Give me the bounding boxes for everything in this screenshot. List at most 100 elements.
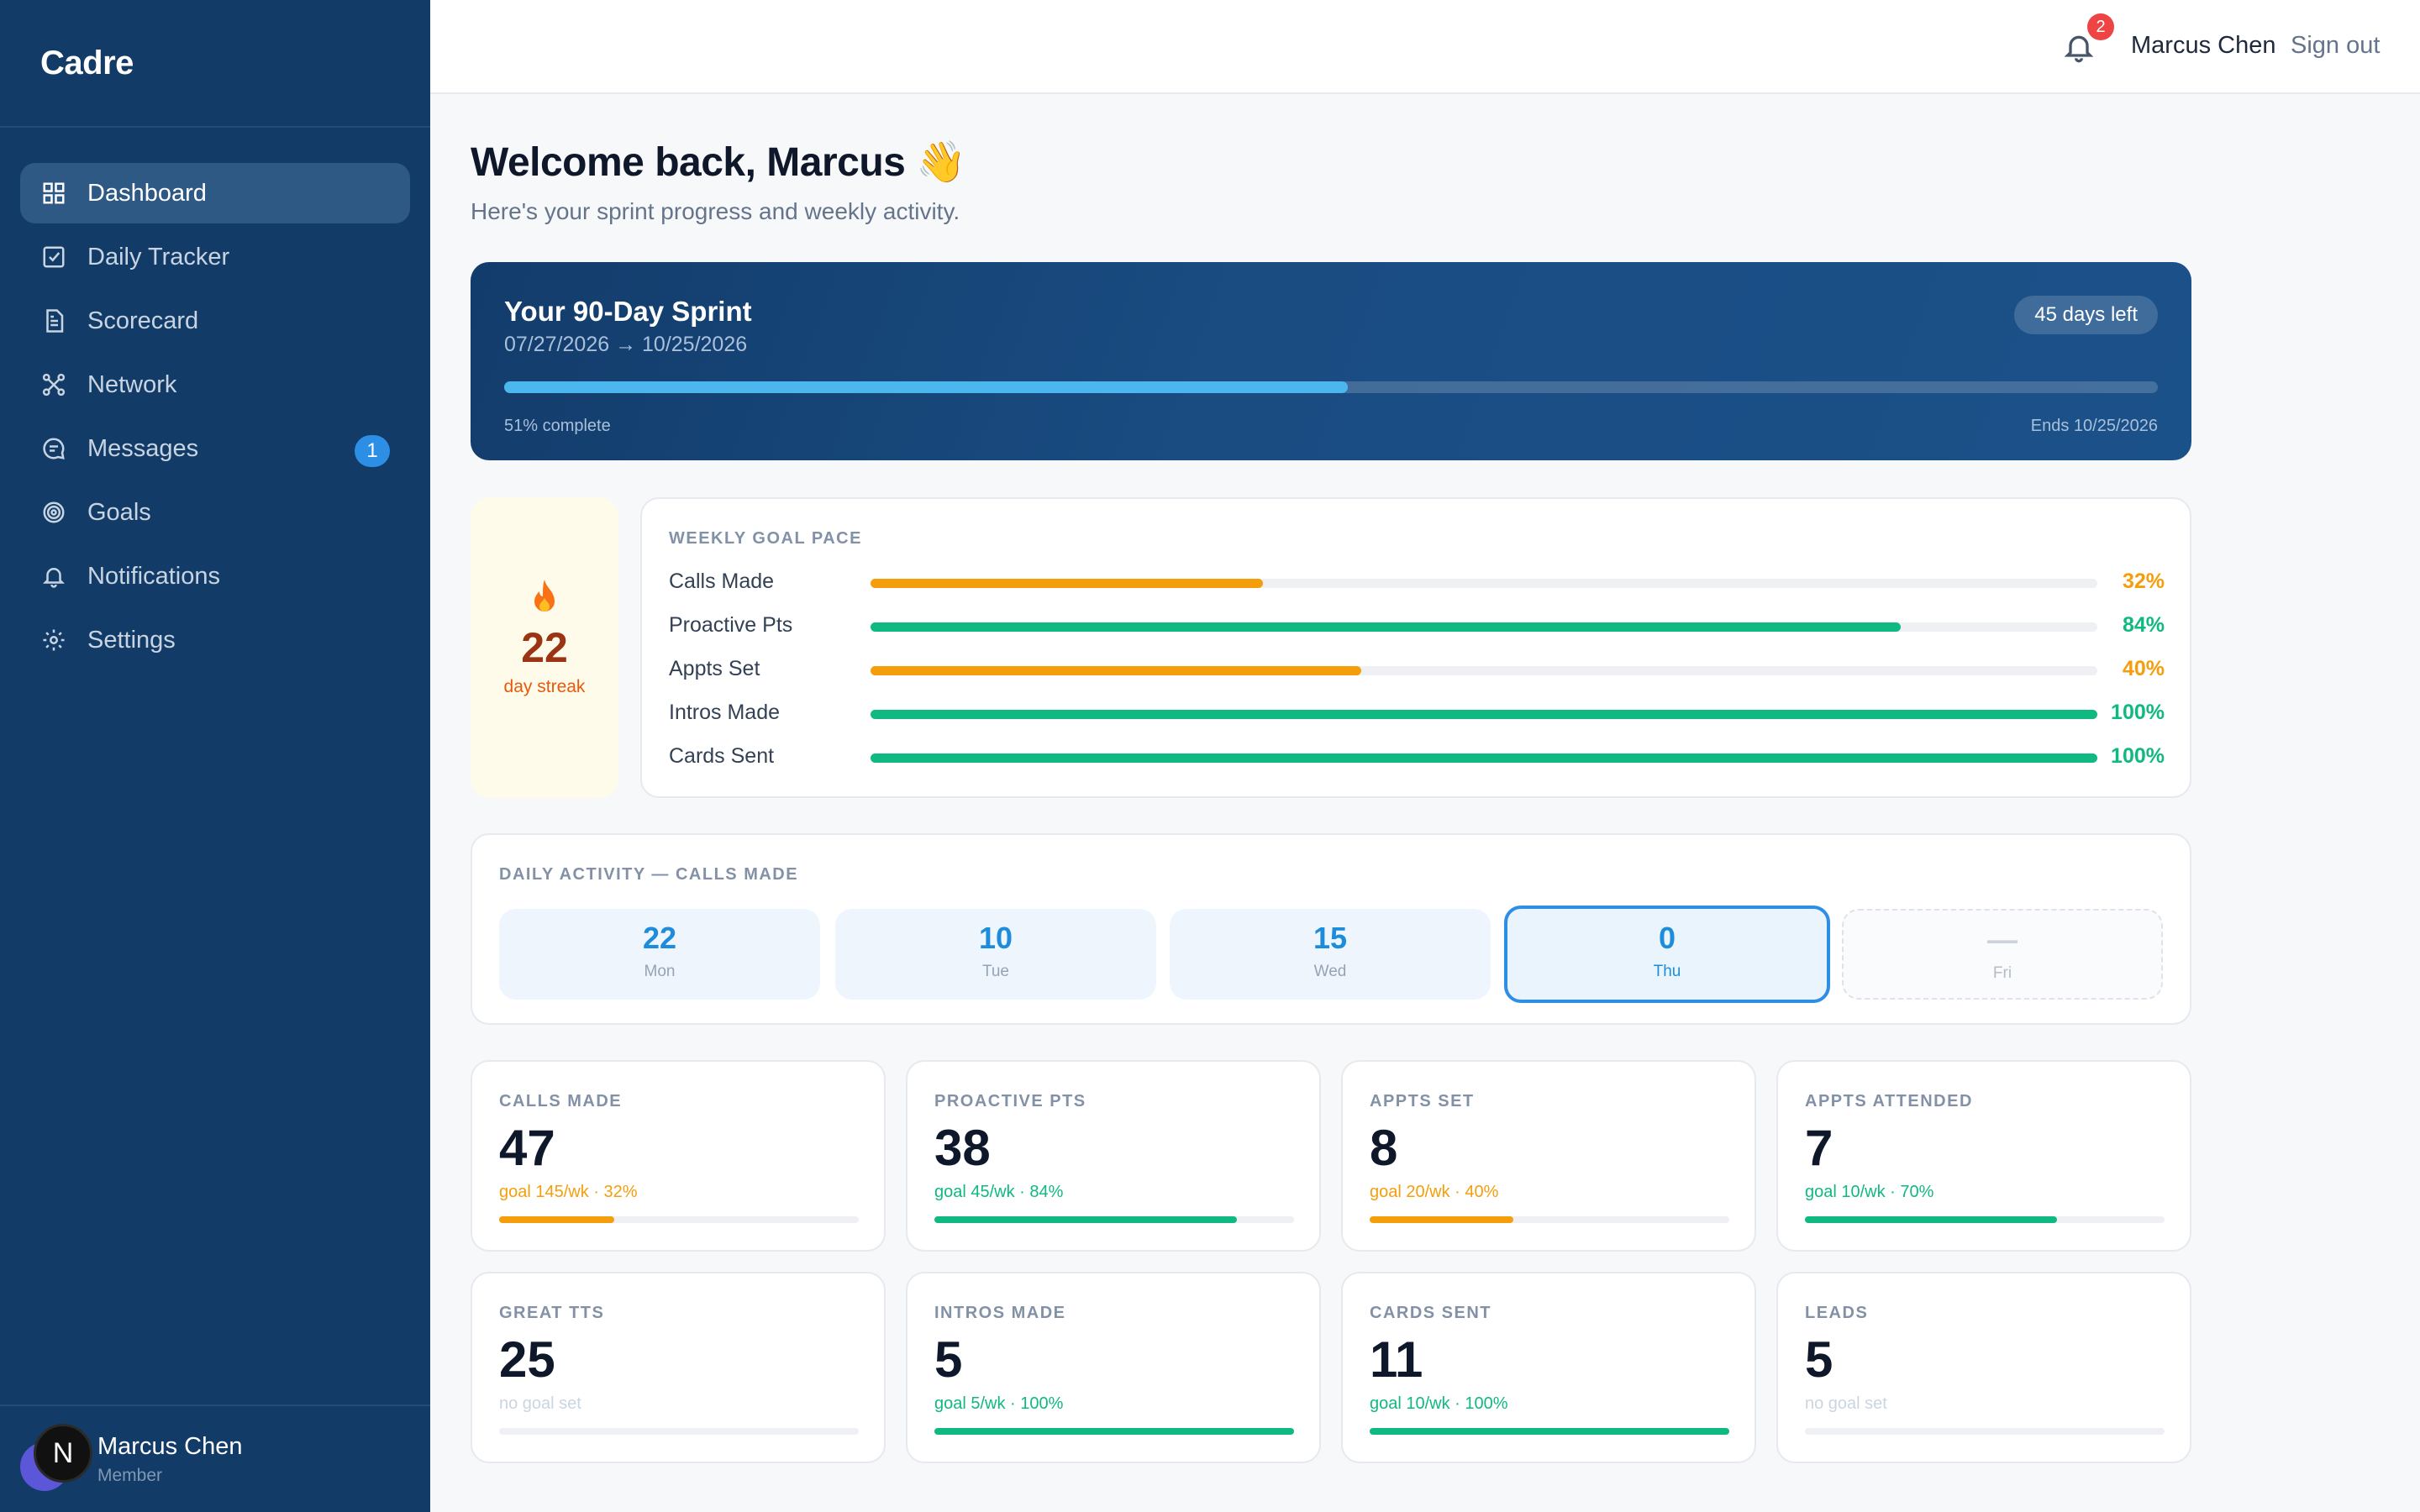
sprint-dates: 07/27/2026 → 10/25/2026 [504,333,748,356]
day-tile-wed[interactable]: 15 Wed [1170,909,1491,1000]
stat-label: CALLS MADE [499,1092,623,1110]
stat-goal: goal 10/wk · 70% [1805,1183,1934,1201]
stat-value: 7 [1805,1120,1833,1176]
streak-value: 22 [521,624,568,671]
stat-value: 47 [499,1120,555,1176]
stat-card-appts-attended[interactable]: APPTS ATTENDED 7 goal 10/wk · 70% [1776,1060,2191,1252]
stat-progress-fill [1370,1216,1514,1223]
user-meta: Marcus Chen Member [97,1433,242,1486]
sidebar-user[interactable]: N Marcus Chen Member [0,1404,430,1512]
days-left-badge: 45 days left [2014,296,2158,334]
stat-value: 5 [934,1331,963,1388]
sidebar-item-label: Network [87,370,177,398]
stat-goal: goal 5/wk · 100% [934,1394,1064,1413]
pace-value: 40% [2122,657,2165,680]
pace-row: Intros Made 100% [669,697,2165,731]
day-label: Fri [1992,964,2012,982]
day-label: Tue [981,963,1010,980]
sidebar-item-label: Daily Tracker [87,243,230,270]
stat-card-great-tts[interactable]: GREAT TTS 25 no goal set [471,1272,886,1463]
pace-fill [871,622,1902,632]
stat-card-leads[interactable]: LEADS 5 no goal set [1776,1272,2191,1463]
stat-goal: no goal set [499,1394,581,1413]
stat-value: 8 [1370,1120,1398,1176]
stat-card-calls-made[interactable]: CALLS MADE 47 goal 145/wk · 32% [471,1060,886,1252]
notifications-bell-icon[interactable] [2062,30,2096,64]
sprint-card: Your 90-Day Sprint 07/27/2026 → 10/25/20… [471,262,2191,460]
notification-count-badge: 2 [2087,13,2114,40]
pace-label: Appts Set [669,657,760,680]
day-label: Mon [644,963,676,980]
stat-label: PROACTIVE PTS [934,1092,1086,1110]
pace-track [871,753,2097,763]
stat-progress-track [499,1216,859,1223]
day-tile-thu[interactable]: 0 Thu [1504,906,1830,1003]
stat-progress-track [499,1428,859,1435]
stat-progress-fill [1370,1428,1729,1435]
stat-card-intros-made[interactable]: INTROS MADE 5 goal 5/wk · 100% [906,1272,1321,1463]
pace-track [871,579,2097,588]
stat-progress-fill [499,1216,614,1223]
weekly-pace-caption: WEEKLY GOAL PACE [669,529,862,548]
page-subtitle: Here's your sprint progress and weekly a… [471,198,960,224]
sidebar-item-label: Scorecard [87,307,199,334]
sidebar-item-network[interactable]: Network [20,354,410,415]
day-tile-fri[interactable]: — Fri [1842,909,2163,1000]
stat-card-appts-set[interactable]: APPTS SET 8 goal 20/wk · 40% [1341,1060,1756,1252]
stat-progress-fill [934,1216,1237,1223]
stat-goal: no goal set [1805,1394,1887,1413]
pace-row: Calls Made 32% [669,566,2165,600]
stat-progress-track [1805,1428,2165,1435]
stat-value: 11 [1370,1331,1423,1388]
brand: Cadre [0,0,430,128]
stat-progress-track [1805,1216,2165,1223]
day-value: — [1987,922,2018,957]
pace-fill [871,579,1264,588]
messages-badge: 1 [355,435,390,467]
sidebar-item-daily-tracker[interactable]: Daily Tracker [20,227,410,287]
day-value: 0 [1658,921,1676,955]
sign-out-link[interactable]: Sign out [2291,32,2381,59]
sprint-progress-track [504,381,2158,393]
stat-value: 38 [934,1120,991,1176]
stat-value: 25 [499,1331,555,1388]
stat-label: APPTS ATTENDED [1805,1092,1973,1110]
pace-label: Cards Sent [669,744,775,768]
sidebar-item-messages[interactable]: Messages 1 [20,418,410,479]
sidebar-item-goals[interactable]: Goals [20,482,410,543]
pace-track [871,622,2097,632]
pace-row: Proactive Pts 84% [669,610,2165,643]
streak-label: day streak [503,677,586,696]
pace-fill [871,753,2097,763]
pace-label: Intros Made [669,701,781,724]
pace-row: Cards Sent 100% [669,741,2165,774]
stat-card-proactive-pts[interactable]: PROACTIVE PTS 38 goal 45/wk · 84% [906,1060,1321,1252]
stat-progress-track [1370,1216,1729,1223]
brand-logo-text[interactable]: Cadre [40,44,134,81]
sidebar-item-settings[interactable]: Settings [20,610,410,670]
stat-progress-track [1370,1428,1729,1435]
sidebar-item-scorecard[interactable]: Scorecard [20,291,410,351]
stat-progress-track [934,1428,1294,1435]
daily-activity-caption: DAILY ACTIVITY — CALLS MADE [499,865,799,884]
weekly-goal-pace-card: WEEKLY GOAL PACE Calls Made 32% Proactiv… [640,497,2191,798]
day-tile-mon[interactable]: 22 Mon [499,909,820,1000]
stat-progress-fill [934,1428,1294,1435]
day-label: Wed [1313,963,1347,980]
stat-card-cards-sent[interactable]: CARDS SENT 11 goal 10/wk · 100% [1341,1272,1756,1463]
sprint-progress-label: 51% complete [504,417,611,435]
topbar: 2 Marcus Chen Sign out [430,0,2420,94]
sidebar-item-label: Dashboard [87,179,207,207]
sidebar-item-label: Messages [87,434,199,462]
sidebar-item-dashboard[interactable]: Dashboard [20,163,410,223]
stat-label: GREAT TTS [499,1304,605,1322]
sidebar-user-name: Marcus Chen [97,1432,243,1460]
day-value: 15 [1313,921,1348,955]
avatar[interactable]: N [20,1424,92,1494]
day-value: 10 [978,921,1013,955]
day-label: Thu [1653,963,1681,980]
grid-icon [40,180,67,207]
pace-track [871,666,2097,675]
sidebar-item-notifications[interactable]: Notifications [20,546,410,606]
day-tile-tue[interactable]: 10 Tue [835,909,1156,1000]
